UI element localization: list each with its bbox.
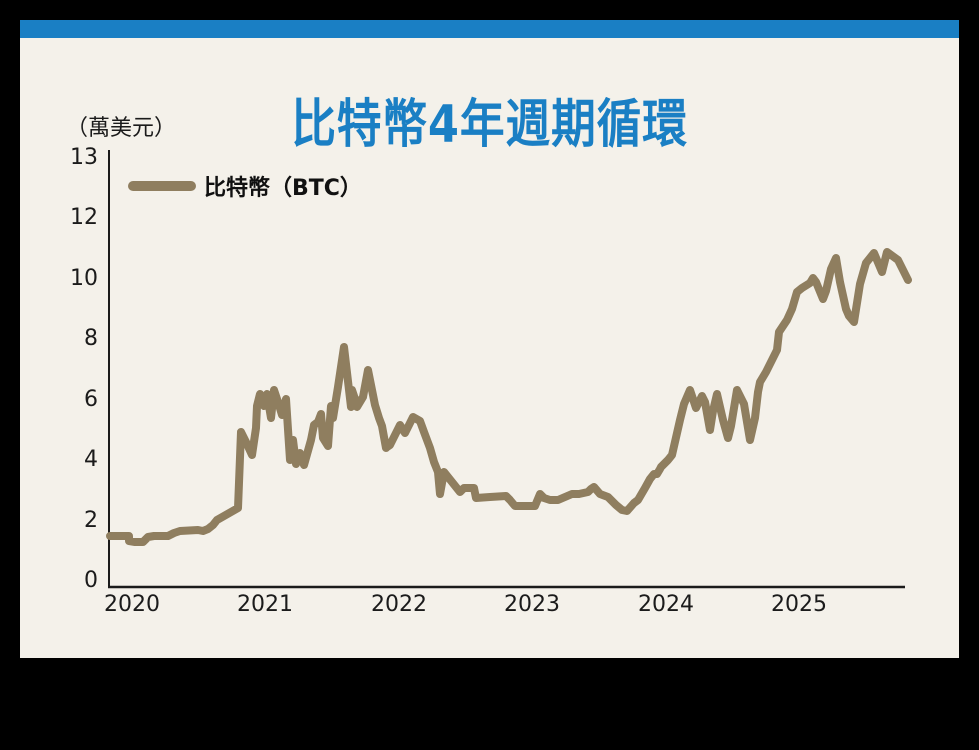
x-tick-label: 2020 [104,592,160,617]
y-tick-label: 13 [70,145,98,170]
y-tick-label: 0 [84,568,98,593]
y-tick-label: 12 [70,205,98,230]
chart-panel: 比特幣4年週期循環 （萬美元） 比特幣（BTC） 13 12 10 8 6 4 … [20,20,959,658]
header-accent-bar [20,20,959,38]
x-tick-label: 2025 [771,592,827,617]
legend: 比特幣（BTC） [128,170,362,202]
legend-line-swatch-icon [128,181,196,191]
chart-plot-area [106,150,912,589]
y-tick-label: 10 [70,266,98,291]
x-tick-label: 2022 [371,592,427,617]
x-tick-label: 2021 [237,592,293,617]
legend-label: 比特幣（BTC） [204,176,362,201]
y-tick-label: 6 [84,387,98,412]
x-tick-label: 2024 [638,592,694,617]
x-tick-label: 2023 [504,592,560,617]
btc-price-line [106,248,912,546]
chart-title: 比特幣4年週期循環 [291,95,688,155]
y-tick-label: 8 [84,326,98,351]
y-axis-unit-label: （萬美元） [66,116,177,141]
y-tick-label: 2 [84,508,98,533]
y-tick-label: 4 [84,447,98,472]
